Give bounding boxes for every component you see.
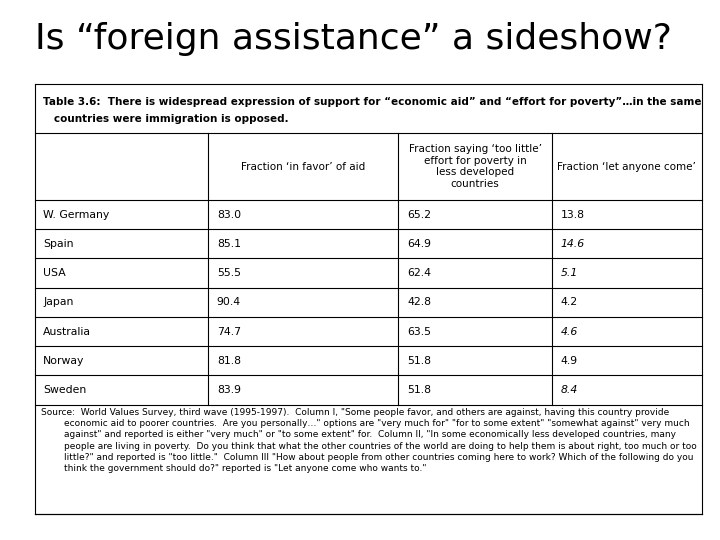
Text: Is “foreign assistance” a sideshow?: Is “foreign assistance” a sideshow? [35, 22, 672, 56]
Text: Fraction ‘in favor’ of aid: Fraction ‘in favor’ of aid [241, 161, 365, 172]
Text: 64.9: 64.9 [407, 239, 431, 249]
Text: Spain: Spain [43, 239, 73, 249]
Text: 74.7: 74.7 [217, 327, 240, 336]
Text: 83.0: 83.0 [217, 210, 241, 220]
Text: 65.2: 65.2 [407, 210, 431, 220]
Text: 51.8: 51.8 [407, 356, 431, 366]
Text: USA: USA [43, 268, 66, 278]
Text: Table 3.6:  There is widespread expression of support for “economic aid” and “ef: Table 3.6: There is widespread expressio… [42, 97, 701, 107]
Text: 83.9: 83.9 [217, 385, 240, 395]
Text: 8.4: 8.4 [560, 385, 577, 395]
Text: Source:  World Values Survey, third wave (1995-1997).  Column I, "Some people fa: Source: World Values Survey, third wave … [41, 408, 697, 472]
Text: Australia: Australia [43, 327, 91, 336]
Text: 42.8: 42.8 [407, 298, 431, 307]
Text: 81.8: 81.8 [217, 356, 240, 366]
Text: Japan: Japan [43, 298, 73, 307]
Text: countries were immigration is opposed.: countries were immigration is opposed. [42, 114, 288, 124]
Text: 62.4: 62.4 [407, 268, 431, 278]
Text: 85.1: 85.1 [217, 239, 240, 249]
Text: 5.1: 5.1 [560, 268, 577, 278]
Text: 63.5: 63.5 [407, 327, 431, 336]
Text: 4.6: 4.6 [560, 327, 577, 336]
Text: 4.9: 4.9 [560, 356, 577, 366]
Text: 13.8: 13.8 [560, 210, 585, 220]
Text: Fraction ‘let anyone come’: Fraction ‘let anyone come’ [557, 161, 696, 172]
Text: 51.8: 51.8 [407, 385, 431, 395]
Text: 4.2: 4.2 [560, 298, 577, 307]
Text: 90.4: 90.4 [217, 298, 241, 307]
Text: 14.6: 14.6 [560, 239, 585, 249]
Text: 55.5: 55.5 [217, 268, 240, 278]
Text: Sweden: Sweden [43, 385, 86, 395]
Text: W. Germany: W. Germany [43, 210, 109, 220]
Text: Norway: Norway [43, 356, 85, 366]
Text: Fraction saying ‘too little’
effort for poverty in
less developed
countries: Fraction saying ‘too little’ effort for … [408, 144, 541, 189]
